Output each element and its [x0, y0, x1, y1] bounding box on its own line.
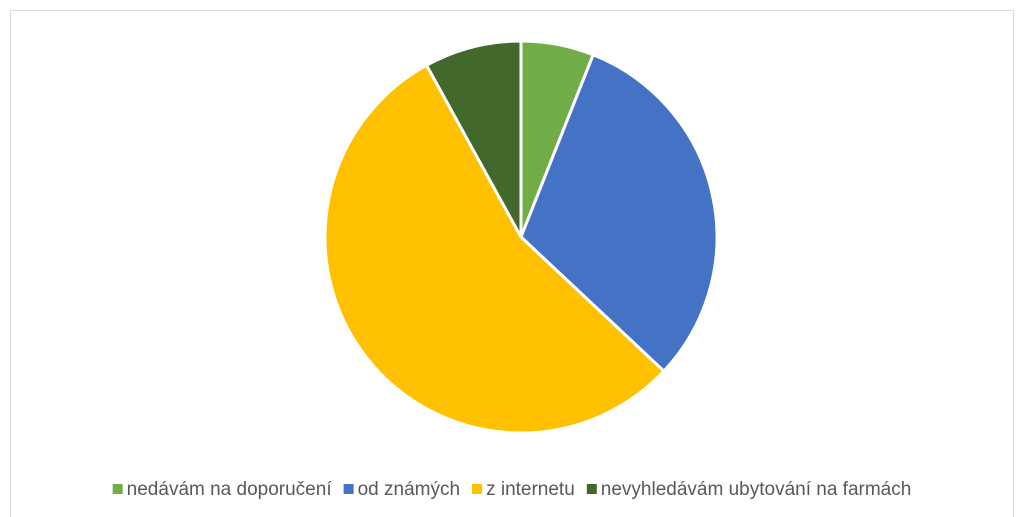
pie-slice [424, 39, 523, 238]
legend-swatch [586, 484, 597, 494]
legend-swatch [112, 484, 123, 494]
legend-swatch [472, 484, 483, 494]
pie-slice [519, 52, 719, 374]
legend-label: nevyhledávám ubytování na farmách [601, 479, 912, 500]
legend-label: z internetu [486, 479, 575, 500]
legend-label: od známých [358, 479, 460, 500]
pie-slice [323, 63, 667, 435]
legend-swatch [343, 484, 354, 494]
legend-label: nedávám na doporučení [127, 479, 333, 500]
